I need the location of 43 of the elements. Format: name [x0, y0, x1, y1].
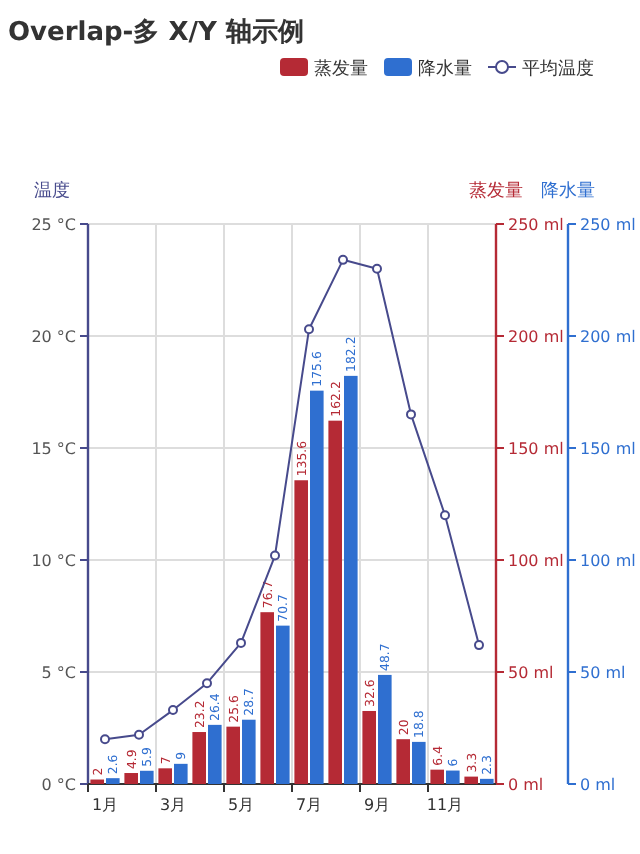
y3-tick-label: 100 ml [580, 552, 636, 570]
legend-label: 降水量 [418, 58, 472, 80]
x-tick-label: 7月 [295, 796, 323, 814]
y3-tick-label: 50 ml [580, 664, 626, 682]
point [474, 640, 484, 651]
y3-tick-label: 0 ml [580, 776, 616, 794]
legend-label: 平均温度 [522, 58, 594, 80]
y3-tick-label: 250 ml [580, 216, 636, 234]
y2-tick-label: 0 ml [508, 776, 544, 794]
point [406, 409, 416, 420]
y3-axis-title: 降水量 [541, 180, 595, 202]
x-tick-label: 1月 [91, 796, 119, 814]
chart-title: Overlap-多 X/Y 轴示例 [8, 18, 304, 48]
y-axis-title: 温度 [34, 180, 70, 202]
point [304, 324, 314, 335]
point [168, 705, 178, 716]
point [338, 254, 348, 265]
y2-tick-label: 150 ml [508, 440, 564, 458]
y-tick-label: 25 °C [31, 216, 77, 234]
y2-axis-title: 蒸发量 [469, 180, 523, 202]
y2-tick-label: 250 ml [508, 216, 564, 234]
y2-tick-label: 50 ml [508, 664, 554, 682]
point [100, 734, 110, 745]
y-tick-label: 15 °C [31, 440, 77, 458]
point [202, 678, 212, 689]
legend-label: 蒸发量 [314, 58, 368, 80]
point [236, 637, 246, 648]
x-tick-label: 9月 [363, 796, 391, 814]
point [372, 263, 382, 274]
point [440, 510, 450, 521]
x-tick-label: 11月 [426, 796, 464, 814]
y3-tick-label: 150 ml [580, 440, 636, 458]
y-tick-label: 20 °C [31, 328, 77, 346]
point [134, 729, 144, 740]
y2-tick-label: 100 ml [508, 552, 564, 570]
y3-tick-label: 200 ml [580, 328, 636, 346]
y-tick-label: 0 °C [41, 776, 77, 794]
x-tick-label: 5月 [227, 796, 255, 814]
x-tick-label: 3月 [159, 796, 187, 814]
y2-tick-label: 200 ml [508, 328, 564, 346]
y-tick-label: 5 °C [41, 664, 77, 682]
point [270, 550, 280, 561]
y-tick-label: 10 °C [31, 552, 77, 570]
